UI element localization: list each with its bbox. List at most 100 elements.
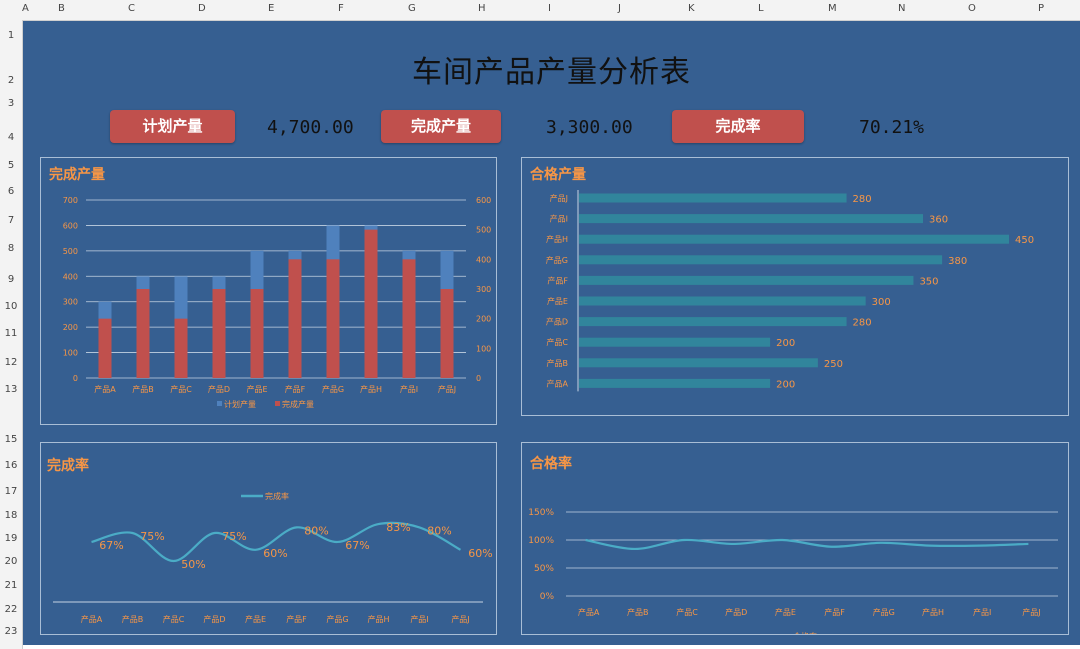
x-tick-label: 产品H (360, 384, 382, 394)
qualified-chart-panel[interactable]: 合格产量 产品J 280 产品I 360 产品H 450 产品G 380 产品F 350 产品E 30… (521, 157, 1069, 416)
qualified-bar (579, 358, 818, 368)
y-tick-label-left: 0 (73, 374, 78, 383)
row-label[interactable]: 7 (7, 215, 15, 226)
x-tick-label: 产品A (81, 614, 103, 624)
completion-rate-button[interactable]: 完成率 (672, 110, 804, 143)
row-label[interactable]: 2 (7, 75, 15, 86)
y-tick-label-left: 500 (63, 247, 78, 256)
data-label: 250 (824, 359, 843, 370)
data-label: 80% (427, 524, 451, 537)
x-tick-label: 产品B (132, 384, 154, 394)
row-label[interactable]: 1 (7, 30, 15, 41)
row-label[interactable]: 17 (4, 486, 18, 497)
qualified-bar (579, 317, 847, 327)
x-tick-label: 产品A (94, 384, 116, 394)
x-tick-label: 产品D (203, 614, 225, 624)
column-label[interactable]: A (22, 3, 29, 14)
y-tick-label: 产品I (550, 214, 568, 224)
row-label[interactable]: 23 (4, 626, 18, 637)
done-output-button[interactable]: 完成产量 (381, 110, 501, 143)
y-tick-label: 产品B (547, 358, 569, 368)
y-tick-label-left: 400 (63, 272, 78, 281)
pass-rate-panel[interactable]: 合格率 0% 50% 100% 150% 产品A 产品B 产品C 产品D 产品E 产品F 产品G 产品… (521, 442, 1069, 635)
plan-output-button[interactable]: 计划产量 (110, 110, 235, 143)
completion-rate-line-chart: 67% 产品A 75% 产品B 50% 产品C 75% 产品D 60% 产品E 80% 产品F 67% 产… (53, 491, 493, 624)
qualified-bar (579, 214, 923, 224)
column-label[interactable]: O (968, 3, 976, 14)
data-label: 280 (853, 194, 872, 205)
row-label[interactable]: 8 (7, 243, 15, 254)
column-label[interactable]: M (828, 3, 837, 14)
y-tick-label-right: 300 (476, 285, 491, 294)
page-title: 车间产品产量分析表 (412, 55, 691, 90)
column-label[interactable]: P (1038, 3, 1045, 14)
output-chart-panel[interactable]: 完成产量 0 100 200 300 400 500 600 700 0 100 200 300 400… (40, 157, 497, 425)
x-tick-label: 产品G (326, 614, 348, 624)
completion-rate-chart-title: 完成率 (47, 458, 89, 474)
row-label[interactable]: 6 (7, 186, 15, 197)
column-label[interactable]: E (268, 3, 275, 14)
done-bar (326, 259, 340, 378)
row-label[interactable]: 4 (7, 132, 15, 143)
column-label[interactable]: N (898, 3, 906, 14)
legend-label: 合格率 (793, 631, 817, 634)
qualified-bar (579, 378, 771, 388)
row-label[interactable]: 18 (4, 510, 18, 521)
x-tick-label: 产品D (208, 384, 230, 394)
column-label[interactable]: F (338, 3, 344, 14)
column-label[interactable]: L (758, 3, 764, 14)
x-tick-label: 产品I (973, 607, 991, 617)
row-label[interactable]: 20 (4, 556, 18, 567)
data-label: 380 (948, 256, 967, 267)
y-tick-label: 50% (534, 564, 554, 574)
x-tick-label: 产品B (627, 607, 649, 617)
column-label[interactable]: D (198, 3, 206, 14)
y-tick-label: 0% (540, 592, 555, 602)
column-label[interactable]: B (58, 3, 65, 14)
done-bar (440, 289, 454, 378)
column-label[interactable]: H (478, 3, 486, 14)
y-tick-label-right: 600 (476, 196, 491, 205)
plan-output-value: 4,700.00 (267, 117, 354, 138)
legend-swatch-plan (217, 401, 222, 406)
data-label: 60% (468, 547, 492, 560)
done-bar (98, 318, 112, 378)
done-output-value: 3,300.00 (546, 117, 633, 138)
qualified-bar-chart: 产品J 280 产品I 360 产品H 450 产品G 380 产品F 350 产品E 300 产品D 2… (546, 190, 1034, 392)
row-label[interactable]: 21 (4, 580, 18, 591)
y-tick-label: 产品D (546, 317, 568, 327)
row-label[interactable]: 22 (4, 604, 18, 615)
y-tick-label: 150% (528, 508, 554, 518)
row-label[interactable]: 3 (7, 98, 15, 109)
completion-rate-panel[interactable]: 完成率 67% 产品A 75% 产品B 50% 产品C 75% 产品D 60% 产品E 80% 产品F… (40, 442, 497, 635)
row-label[interactable]: 12 (4, 357, 18, 368)
x-tick-label: 产品C (676, 607, 698, 617)
column-label[interactable]: G (408, 3, 416, 14)
data-label: 360 (929, 215, 948, 226)
column-label[interactable]: C (128, 3, 135, 14)
x-tick-label: 产品F (286, 614, 307, 624)
x-tick-label: 产品H (922, 607, 944, 617)
y-tick-label-left: 300 (63, 298, 78, 307)
column-label[interactable]: I (548, 3, 551, 14)
row-label[interactable]: 15 (4, 434, 18, 445)
y-tick-label: 产品G (546, 255, 568, 265)
data-label: 200 (776, 379, 795, 390)
qualified-bar (579, 234, 1009, 244)
x-tick-label: 产品G (873, 607, 895, 617)
column-label[interactable]: J (618, 3, 621, 14)
row-label[interactable]: 19 (4, 533, 18, 544)
row-label[interactable]: 9 (7, 274, 15, 285)
row-label[interactable]: 13 (4, 384, 18, 395)
row-label[interactable]: 5 (7, 160, 15, 171)
pass-rate-chart-title: 合格率 (530, 456, 572, 472)
row-label[interactable]: 16 (4, 460, 18, 471)
y-tick-label: 100% (528, 536, 554, 546)
done-bar (402, 259, 416, 378)
row-label[interactable]: 10 (4, 301, 18, 312)
column-label[interactable]: K (688, 3, 695, 14)
x-tick-label: 产品H (367, 614, 389, 624)
row-label[interactable]: 11 (4, 328, 18, 339)
y-tick-label-right: 400 (476, 255, 491, 264)
done-bar (288, 259, 302, 378)
